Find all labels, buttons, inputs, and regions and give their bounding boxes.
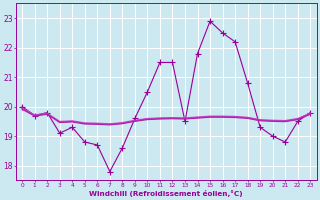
X-axis label: Windchill (Refroidissement éolien,°C): Windchill (Refroidissement éolien,°C)	[89, 190, 243, 197]
